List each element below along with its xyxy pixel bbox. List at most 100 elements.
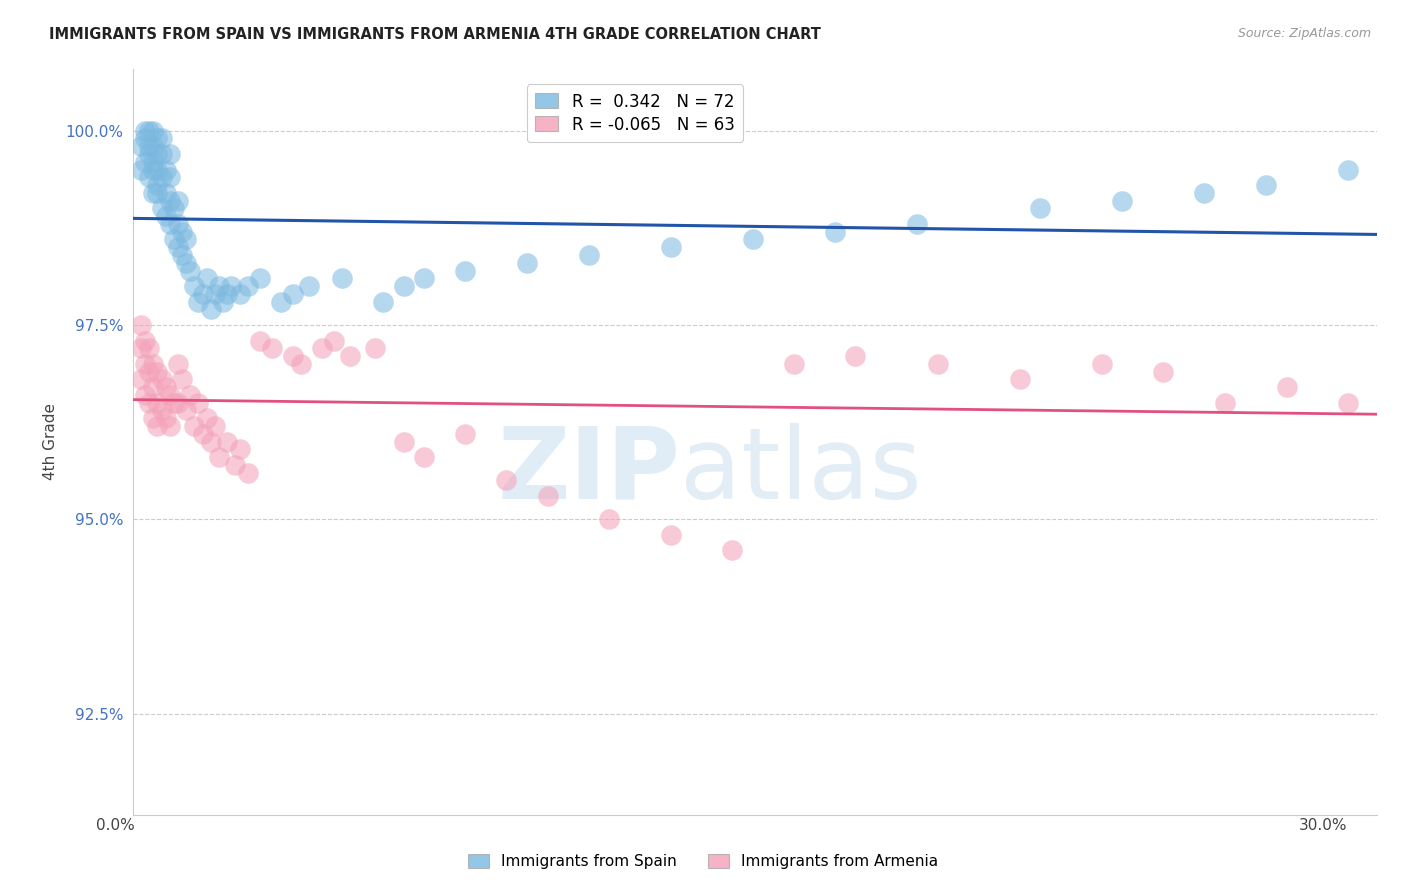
Point — [167, 357, 190, 371]
Point — [129, 162, 152, 177]
Point — [454, 426, 477, 441]
Point — [142, 186, 165, 200]
Point — [134, 154, 156, 169]
Point — [155, 380, 177, 394]
Point — [150, 202, 173, 216]
Point — [142, 411, 165, 425]
Text: 0.0%: 0.0% — [96, 818, 135, 832]
Point — [221, 279, 243, 293]
Point — [236, 466, 259, 480]
Point — [208, 450, 231, 464]
Point — [183, 279, 205, 293]
Point — [228, 286, 250, 301]
Point — [170, 248, 193, 262]
Point — [495, 474, 517, 488]
Point — [146, 147, 169, 161]
Point — [155, 162, 177, 177]
Point — [516, 256, 538, 270]
Point — [138, 170, 160, 185]
Point — [170, 372, 193, 386]
Legend: R =  0.342   N = 72, R = -0.065   N = 63: R = 0.342 N = 72, R = -0.065 N = 63 — [527, 85, 742, 142]
Point — [298, 279, 321, 293]
Point — [195, 411, 218, 425]
Point — [1111, 194, 1133, 208]
Point — [195, 271, 218, 285]
Point — [134, 357, 156, 371]
Point — [659, 240, 682, 254]
Point — [146, 186, 169, 200]
Point — [844, 349, 866, 363]
Point — [146, 395, 169, 409]
Point — [142, 380, 165, 394]
Point — [138, 124, 160, 138]
Point — [373, 294, 395, 309]
Point — [150, 147, 173, 161]
Point — [191, 426, 214, 441]
Point — [281, 349, 304, 363]
Point — [413, 450, 436, 464]
Point — [163, 202, 186, 216]
Point — [134, 334, 156, 348]
Point — [187, 395, 209, 409]
Point — [146, 162, 169, 177]
Point — [721, 543, 744, 558]
Point — [187, 294, 209, 309]
Point — [659, 528, 682, 542]
Point — [392, 434, 415, 449]
Point — [170, 225, 193, 239]
Point — [330, 271, 353, 285]
Text: 30.0%: 30.0% — [1299, 818, 1347, 832]
Point — [598, 512, 620, 526]
Point — [578, 248, 600, 262]
Point — [146, 178, 169, 192]
Point — [159, 194, 181, 208]
Point — [200, 434, 222, 449]
Point — [142, 357, 165, 371]
Point — [138, 147, 160, 161]
Point — [146, 419, 169, 434]
Point — [217, 286, 239, 301]
Point — [134, 388, 156, 402]
Point — [146, 131, 169, 145]
Y-axis label: 4th Grade: 4th Grade — [44, 403, 58, 480]
Point — [138, 365, 160, 379]
Point — [179, 263, 201, 277]
Point — [1029, 202, 1052, 216]
Point — [142, 124, 165, 138]
Point — [905, 217, 928, 231]
Point — [1091, 357, 1114, 371]
Point — [155, 186, 177, 200]
Point — [1213, 395, 1236, 409]
Point — [163, 232, 186, 246]
Point — [129, 372, 152, 386]
Text: Source: ZipAtlas.com: Source: ZipAtlas.com — [1237, 27, 1371, 40]
Point — [224, 458, 246, 472]
Point — [454, 263, 477, 277]
Point — [262, 341, 284, 355]
Point — [1254, 178, 1277, 192]
Point — [142, 139, 165, 153]
Point — [339, 349, 361, 363]
Point — [204, 286, 226, 301]
Point — [142, 162, 165, 177]
Point — [167, 194, 190, 208]
Point — [249, 334, 271, 348]
Point — [159, 217, 181, 231]
Point — [1337, 162, 1360, 177]
Point — [290, 357, 312, 371]
Point — [364, 341, 387, 355]
Point — [150, 372, 173, 386]
Point — [174, 403, 197, 417]
Point — [741, 232, 763, 246]
Point — [138, 395, 160, 409]
Point — [1008, 372, 1031, 386]
Point — [138, 139, 160, 153]
Text: IMMIGRANTS FROM SPAIN VS IMMIGRANTS FROM ARMENIA 4TH GRADE CORRELATION CHART: IMMIGRANTS FROM SPAIN VS IMMIGRANTS FROM… — [49, 27, 821, 42]
Point — [179, 388, 201, 402]
Point — [134, 124, 156, 138]
Point — [167, 217, 190, 231]
Point — [146, 365, 169, 379]
Point — [167, 240, 190, 254]
Text: ZIP: ZIP — [498, 423, 681, 520]
Point — [155, 411, 177, 425]
